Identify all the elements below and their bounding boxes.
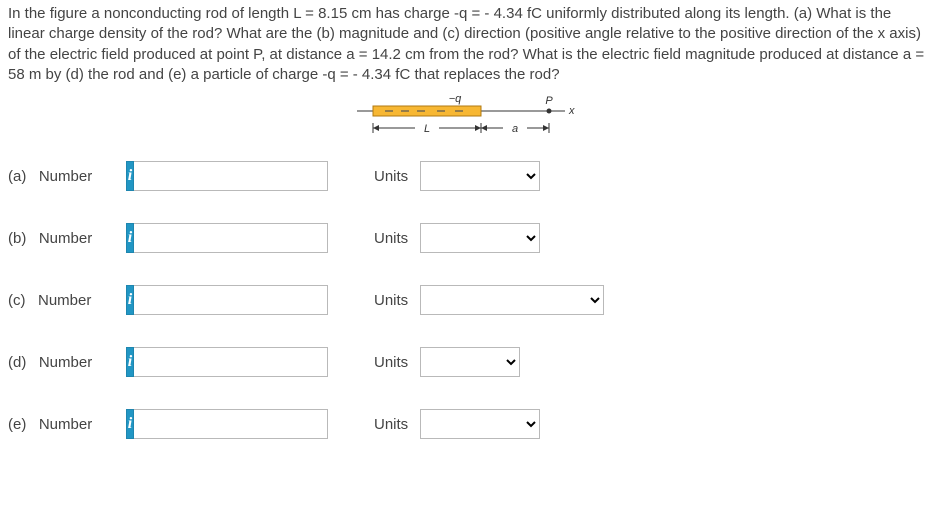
part-label: (b) Number	[8, 230, 126, 247]
label-p: P	[545, 95, 553, 107]
number-input[interactable]	[134, 161, 328, 191]
units-label: Units	[374, 230, 408, 247]
number-input[interactable]	[134, 285, 328, 315]
info-icon[interactable]: i	[126, 161, 134, 191]
units-select[interactable]	[420, 285, 604, 315]
part-label: (c) Number	[8, 292, 126, 309]
units-label: Units	[374, 168, 408, 185]
units-select[interactable]	[420, 347, 520, 377]
number-input-group: i	[126, 223, 328, 253]
units-label: Units	[374, 416, 408, 433]
rod-figure: −q P x L a	[355, 95, 579, 139]
units-select[interactable]	[420, 223, 540, 253]
number-input-group: i	[126, 285, 328, 315]
number-input[interactable]	[134, 409, 328, 439]
units-label: Units	[374, 354, 408, 371]
part-label: (e) Number	[8, 416, 126, 433]
label-a: a	[512, 123, 518, 135]
label-l: L	[424, 123, 430, 135]
number-input[interactable]	[134, 223, 328, 253]
part-label: (a) Number	[8, 168, 126, 185]
label-minus-q: −q	[449, 95, 462, 105]
info-icon[interactable]: i	[126, 409, 134, 439]
problem-statement: In the figure a nonconducting rod of len…	[8, 4, 926, 85]
info-icon[interactable]: i	[126, 285, 134, 315]
units-select[interactable]	[420, 409, 540, 439]
answer-row: (e) Numberi Units	[8, 409, 926, 439]
info-icon[interactable]: i	[126, 223, 134, 253]
info-icon[interactable]: i	[126, 347, 134, 377]
number-input-group: i	[126, 347, 328, 377]
answer-row: (d) Numberi Units	[8, 347, 926, 377]
units-label: Units	[374, 292, 408, 309]
part-label: (d) Number	[8, 354, 126, 371]
answer-row: (a) Numberi Units	[8, 161, 926, 191]
figure-container: −q P x L a	[8, 95, 926, 143]
number-input-group: i	[126, 409, 328, 439]
label-x: x	[568, 105, 575, 117]
units-select[interactable]	[420, 161, 540, 191]
number-input-group: i	[126, 161, 328, 191]
answer-row: (b) Numberi Units	[8, 223, 926, 253]
number-input[interactable]	[134, 347, 328, 377]
answer-row: (c) Numberi Units	[8, 285, 926, 315]
